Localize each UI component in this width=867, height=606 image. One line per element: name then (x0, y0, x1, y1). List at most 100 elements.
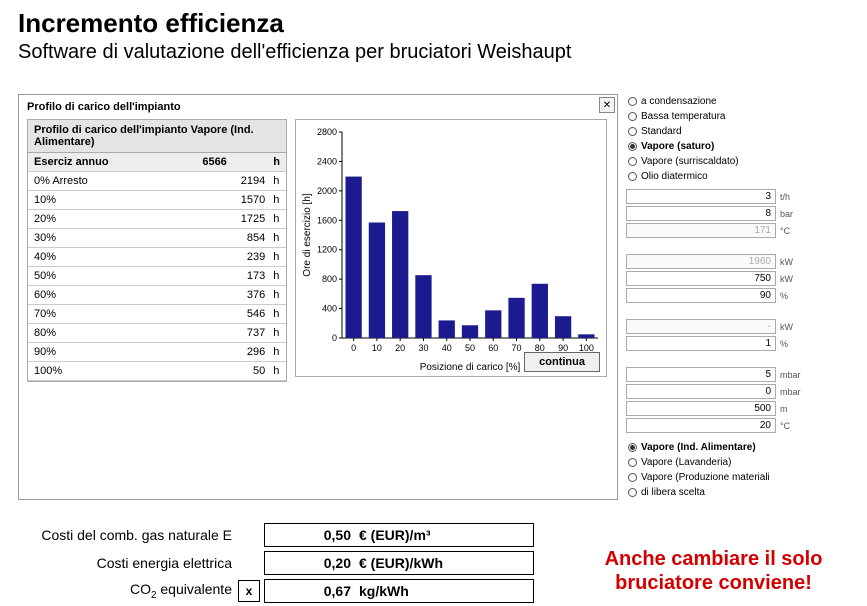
page-title: Incremento efficienza (18, 8, 849, 39)
radio-option[interactable]: Vapore (surriscaldato) (626, 154, 836, 169)
radio-icon (628, 127, 637, 136)
param-input[interactable]: 3 (626, 189, 776, 204)
continue-button[interactable]: continua (524, 352, 600, 372)
profile-row-value: 2194 (196, 172, 267, 191)
profile-row-value: 854 (196, 229, 267, 248)
radio-label: di libera scelta (641, 487, 705, 498)
svg-text:50: 50 (465, 343, 475, 353)
svg-text:2400: 2400 (317, 156, 337, 166)
profile-row-label: 30% (28, 229, 196, 248)
param-input[interactable]: 90 (626, 288, 776, 303)
profile-row-value: 546 (196, 305, 267, 324)
radio-option[interactable]: Vapore (Ind. Alimentare) (626, 440, 836, 455)
param-input[interactable]: 5 (626, 367, 776, 382)
close-icon[interactable]: ✕ (599, 97, 615, 113)
radio-label: a condensazione (641, 96, 717, 107)
profile-row-label: 50% (28, 267, 196, 286)
radio-option[interactable]: Vapore (Lavanderia) (626, 455, 836, 470)
cost-input[interactable]: 0,67kg/kWh (264, 579, 534, 603)
page-subtitle: Software di valutazione dell'efficienza … (18, 41, 849, 64)
col-label: Eserciz annuo (28, 153, 196, 172)
profile-row-label: 20% (28, 210, 196, 229)
svg-text:0: 0 (351, 343, 356, 353)
profile-row-label: 70% (28, 305, 196, 324)
profile-row-value: 50 (196, 362, 267, 381)
param-unit: kW (778, 322, 812, 332)
param-unit: bar (778, 209, 812, 219)
cost-label: Costi del comb. gas naturale E (18, 527, 238, 543)
bar (392, 211, 408, 338)
param-unit: kW (778, 274, 812, 284)
svg-text:60: 60 (488, 343, 498, 353)
cost-input[interactable]: 0,50€ (EUR)/m³ (264, 523, 534, 547)
profile-row-label: 10% (28, 191, 196, 210)
bar (462, 325, 478, 338)
profile-row-unit: h (267, 286, 286, 305)
profile-subtitle: Profilo di carico dell'impianto Vapore (… (28, 120, 286, 153)
profile-row-value: 737 (196, 324, 267, 343)
bar (555, 316, 571, 338)
radio-label: Vapore (saturo) (641, 141, 714, 152)
svg-text:2800: 2800 (317, 127, 337, 137)
profile-row-unit: h (267, 343, 286, 362)
radio-icon (628, 112, 637, 121)
radio-icon (628, 473, 637, 482)
param-input: 1960 (626, 254, 776, 269)
svg-text:20: 20 (395, 343, 405, 353)
radio-option[interactable]: Vapore (saturo) (626, 139, 836, 154)
svg-text:10: 10 (372, 343, 382, 353)
radio-label: Standard (641, 126, 682, 137)
param-input[interactable]: 8 (626, 206, 776, 221)
radio-option[interactable]: di libera scelta (626, 485, 836, 500)
radio-label: Vapore (Produzione materiali (641, 472, 770, 483)
param-unit: % (778, 339, 812, 349)
profile-row-value: 376 (196, 286, 267, 305)
callout-text: Anche cambiare il solo bruciatore convie… (578, 522, 849, 606)
bar (532, 284, 548, 338)
bar (345, 177, 361, 338)
radio-option[interactable]: Vapore (Produzione materiali (626, 470, 836, 485)
svg-text:Ore di esercizio [h]: Ore di esercizio [h] (302, 193, 313, 277)
param-unit: m (778, 404, 812, 414)
svg-text:Posizione di carico [%]: Posizione di carico [%] (420, 362, 521, 373)
bar (415, 275, 431, 338)
param-input[interactable]: 750 (626, 271, 776, 286)
profile-row-label: 60% (28, 286, 196, 305)
profile-row-unit: h (267, 248, 286, 267)
param-input: 171 (626, 223, 776, 238)
load-profile-chart: 040080012001600200024002800Ore di eserci… (295, 119, 607, 377)
param-input[interactable]: 0 (626, 384, 776, 399)
profile-row-value: 173 (196, 267, 267, 286)
radio-option[interactable]: Bassa temperatura (626, 109, 836, 124)
radio-icon (628, 488, 637, 497)
profile-row-value: 1570 (196, 191, 267, 210)
cost-checkbox[interactable]: x (238, 580, 260, 602)
cost-input[interactable]: 0,20€ (EUR)/kWh (264, 551, 534, 575)
svg-text:70: 70 (512, 343, 522, 353)
radio-option[interactable]: a condensazione (626, 94, 836, 109)
profile-row-label: 90% (28, 343, 196, 362)
bar (369, 222, 385, 338)
param-input[interactable]: 1 (626, 336, 776, 351)
param-input[interactable]: 20 (626, 418, 776, 433)
param-input[interactable]: 500 (626, 401, 776, 416)
bar (578, 334, 594, 338)
svg-text:1200: 1200 (317, 245, 337, 255)
load-profile-panel: ✕ Profilo di carico dell'impianto Profil… (18, 94, 618, 500)
profile-row-label: 100% (28, 362, 196, 381)
radio-option[interactable]: Standard (626, 124, 836, 139)
profile-table-box: Profilo di carico dell'impianto Vapore (… (27, 119, 287, 382)
param-unit: kW (778, 257, 812, 267)
profile-row-unit: h (267, 191, 286, 210)
profile-row-label: 40% (28, 248, 196, 267)
profile-row-label: 80% (28, 324, 196, 343)
profile-row-unit: h (267, 267, 286, 286)
param-unit: mbar (778, 370, 812, 380)
profile-row-unit: h (267, 210, 286, 229)
radio-option[interactable]: Olio diatermico (626, 169, 836, 184)
param-unit: °C (778, 421, 812, 431)
bar (508, 298, 524, 338)
profile-row-unit: h (267, 324, 286, 343)
param-unit: t/h (778, 192, 812, 202)
radio-icon (628, 458, 637, 467)
